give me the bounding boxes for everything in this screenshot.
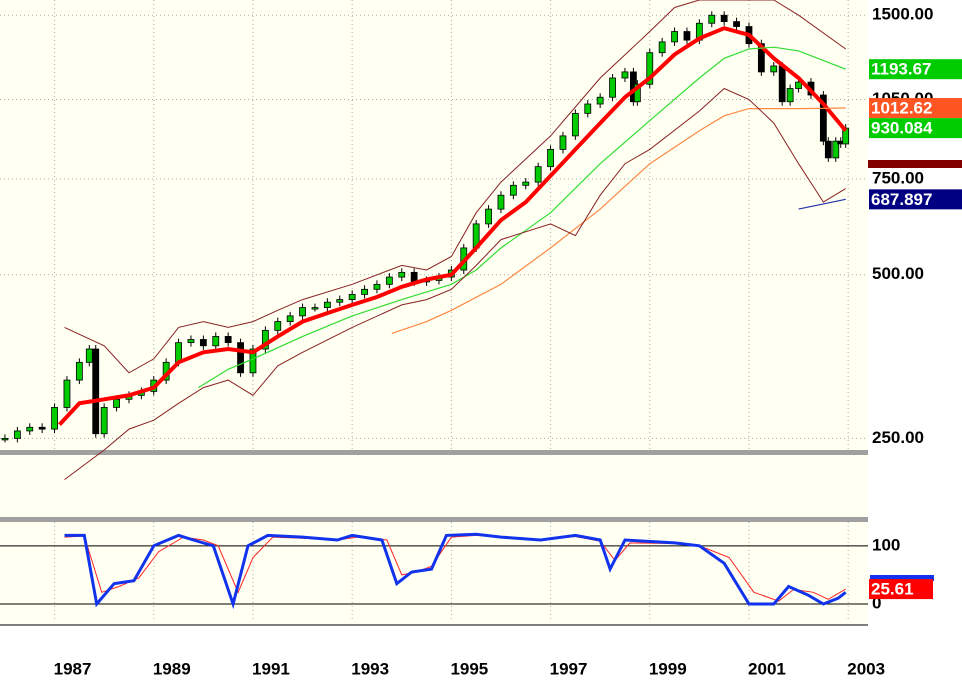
candle — [51, 407, 58, 430]
candle — [26, 426, 34, 432]
candle — [559, 135, 567, 150]
candle — [100, 407, 108, 435]
candle — [671, 31, 678, 43]
candle — [75, 361, 83, 381]
x-tick-label: 1997 — [550, 659, 588, 678]
candle — [819, 94, 827, 142]
candle — [1, 437, 9, 441]
candle — [286, 315, 294, 322]
x-tick-label: 2001 — [748, 659, 786, 678]
series-line — [64, 0, 846, 374]
candle — [85, 348, 93, 363]
candle — [509, 184, 517, 196]
y-tick-label: 500.00 — [872, 264, 924, 283]
price-flag-label: 1012.62 — [871, 99, 932, 118]
series-line — [198, 46, 846, 389]
candle — [770, 65, 778, 73]
candle — [596, 96, 604, 105]
price-flag-label: 1193.67 — [871, 60, 932, 79]
candle — [646, 52, 654, 85]
candle — [336, 299, 344, 303]
y-tick-label: 100 — [872, 535, 900, 554]
candle — [733, 21, 740, 27]
series-line — [58, 26, 848, 426]
candle — [199, 339, 207, 347]
y-tick-label: 750.00 — [872, 168, 924, 187]
candle — [778, 65, 786, 103]
series-line — [64, 532, 847, 610]
candle — [547, 148, 554, 168]
candle — [261, 329, 269, 350]
candle — [373, 283, 381, 290]
candle — [63, 379, 71, 408]
price-flag — [869, 118, 962, 139]
panel-separator — [0, 517, 868, 522]
price-flag — [869, 59, 962, 80]
candle — [485, 208, 492, 225]
candle — [237, 342, 244, 374]
plot-area — [0, 0, 868, 622]
candle — [13, 430, 21, 439]
candle — [311, 307, 319, 310]
hidden-flag — [868, 160, 962, 168]
x-tick-label: 1987 — [54, 659, 92, 678]
y-tick-label: 1500.00 — [872, 5, 933, 24]
candle — [824, 140, 832, 159]
candle — [609, 77, 616, 98]
candle — [621, 71, 629, 79]
price-flag-label: 930.084 — [871, 119, 933, 138]
x-tick-label: 2003 — [847, 659, 885, 678]
candle — [323, 301, 331, 308]
candle — [92, 348, 100, 435]
candle — [534, 166, 542, 183]
candle — [299, 307, 306, 317]
candle — [683, 31, 691, 41]
candle — [832, 140, 840, 159]
candle — [224, 336, 232, 344]
candle — [571, 112, 579, 137]
candle — [249, 348, 257, 374]
candle — [708, 14, 716, 24]
series-line — [798, 198, 846, 210]
candle — [522, 181, 530, 186]
price-flag — [869, 98, 962, 119]
y-tick-label: 0 — [872, 593, 881, 612]
candle — [212, 336, 220, 347]
price-flag — [869, 189, 962, 210]
x-tick-label: 1995 — [450, 659, 488, 678]
x-tick-label: 1991 — [252, 659, 290, 678]
candle — [633, 83, 641, 103]
series-line — [391, 107, 846, 334]
plot-background — [0, 0, 868, 625]
candle — [385, 276, 393, 285]
candle — [584, 103, 592, 114]
candle — [274, 321, 282, 331]
x-tick-label: 1993 — [351, 659, 389, 678]
candle — [398, 271, 406, 278]
candle — [757, 43, 765, 73]
candle — [720, 14, 728, 23]
candle — [348, 293, 356, 300]
series-line — [64, 87, 846, 481]
x-tick-label: 1989 — [153, 659, 191, 678]
hidden-flag — [870, 575, 934, 581]
candle — [795, 81, 802, 89]
candle — [38, 426, 46, 430]
price-flag-label: 687.897 — [871, 190, 932, 209]
candle — [658, 41, 666, 54]
candle — [361, 288, 368, 295]
price-flag — [869, 579, 933, 600]
y-tick-label: 250.00 — [872, 428, 924, 447]
candle — [187, 339, 195, 344]
candle — [410, 271, 418, 283]
candle — [786, 88, 794, 103]
candle — [497, 194, 505, 210]
price-flag-label: 25.61 — [871, 580, 914, 599]
panel-separator — [0, 450, 868, 455]
candle — [113, 398, 120, 408]
x-tick-label: 1999 — [649, 659, 687, 678]
